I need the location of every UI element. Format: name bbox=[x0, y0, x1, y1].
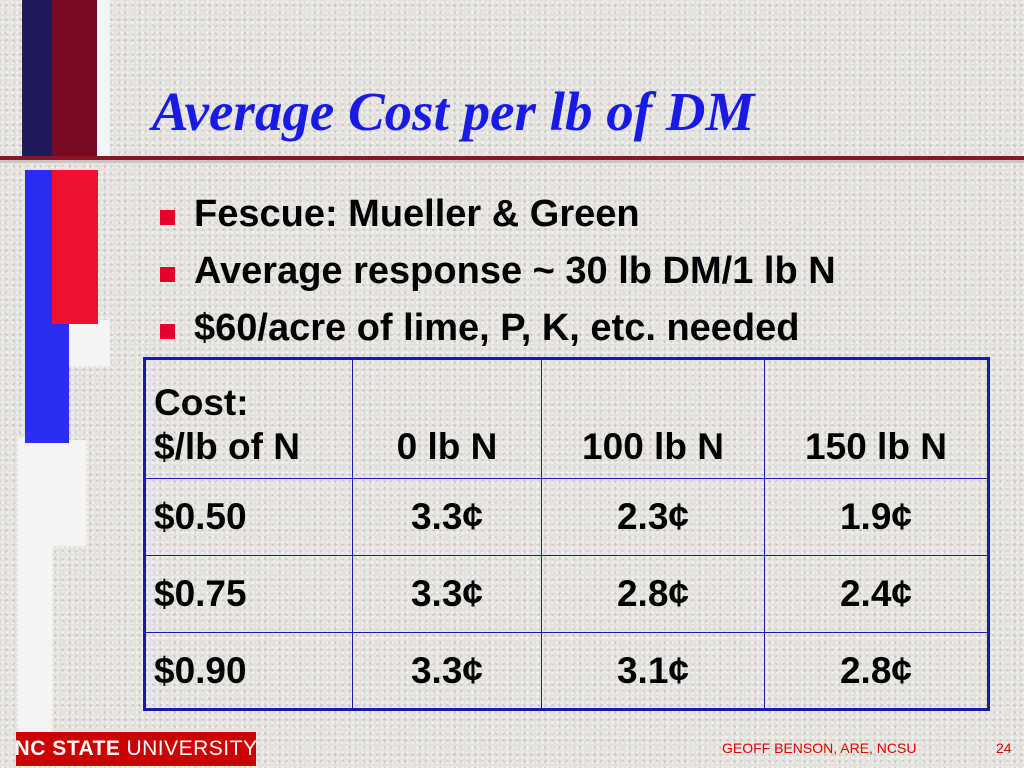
header-col-150: 150 lb N bbox=[764, 358, 989, 479]
table-header-row: Cost: $/lb of N 0 lb N 100 lb N 150 lb N bbox=[144, 358, 989, 479]
bullet-text: Fescue: Mueller & Green bbox=[194, 193, 640, 235]
square-bullet-icon bbox=[160, 324, 175, 339]
decor-bar-dark-red bbox=[52, 0, 97, 160]
square-bullet-icon bbox=[160, 267, 175, 282]
table-cell: 2.3¢ bbox=[541, 478, 765, 556]
bullet-text: Average response ~ 30 lb DM/1 lb N bbox=[194, 250, 836, 292]
header-col-100: 100 lb N bbox=[541, 358, 765, 479]
bullet-list: Fescue: Mueller & Green Average response… bbox=[160, 186, 836, 357]
title-rule bbox=[0, 156, 1024, 160]
bullet-item: Average response ~ 30 lb DM/1 lb N bbox=[160, 243, 836, 300]
table-cell: 3.3¢ bbox=[352, 632, 542, 710]
square-bullet-icon bbox=[160, 210, 175, 225]
header-cost-line2: $/lb of N bbox=[154, 425, 300, 467]
table-cell: 3.1¢ bbox=[541, 632, 765, 710]
logo-bold-text: NC STATE bbox=[14, 737, 121, 760]
table-cell: 2.4¢ bbox=[764, 555, 989, 633]
decor-bar-navy bbox=[22, 0, 52, 160]
decor-bar-white-low bbox=[46, 440, 86, 546]
slide-title: Average Cost per lb of DM bbox=[152, 81, 755, 142]
table-cell: 2.8¢ bbox=[764, 632, 989, 710]
page-number: 24 bbox=[996, 740, 1012, 756]
table-cell: 3.3¢ bbox=[352, 478, 542, 556]
nc-state-logo: NC STATE UNIVERSITY bbox=[14, 732, 258, 766]
table-cell: 3.3¢ bbox=[352, 555, 542, 633]
decor-bar-white-top bbox=[97, 0, 110, 160]
bullet-item: $60/acre of lime, P, K, etc. needed bbox=[160, 300, 836, 357]
footer-author: GEOFF BENSON, ARE, NCSU bbox=[722, 740, 917, 756]
title-rule-shadow bbox=[0, 160, 1024, 163]
decor-bar-red bbox=[52, 170, 98, 324]
row-cost: $0.50 bbox=[144, 478, 353, 556]
table-row: $0.75 3.3¢ 2.8¢ 2.4¢ bbox=[144, 555, 989, 633]
header-cost: Cost: $/lb of N bbox=[144, 358, 353, 479]
cost-table: Cost: $/lb of N 0 lb N 100 lb N 150 lb N… bbox=[143, 357, 990, 711]
row-cost: $0.90 bbox=[144, 632, 353, 710]
table-row: $0.90 3.3¢ 3.1¢ 2.8¢ bbox=[144, 632, 989, 710]
table-row: $0.50 3.3¢ 2.3¢ 1.9¢ bbox=[144, 478, 989, 556]
bullet-text: $60/acre of lime, P, K, etc. needed bbox=[194, 307, 800, 349]
bullet-item: Fescue: Mueller & Green bbox=[160, 186, 836, 243]
table-cell: 2.8¢ bbox=[541, 555, 765, 633]
header-cost-line1: Cost: bbox=[154, 382, 249, 424]
table-cell: 1.9¢ bbox=[764, 478, 989, 556]
row-cost: $0.75 bbox=[144, 555, 353, 633]
header-col-0: 0 lb N bbox=[352, 358, 542, 479]
logo-regular-text: UNIVERSITY bbox=[126, 737, 258, 760]
